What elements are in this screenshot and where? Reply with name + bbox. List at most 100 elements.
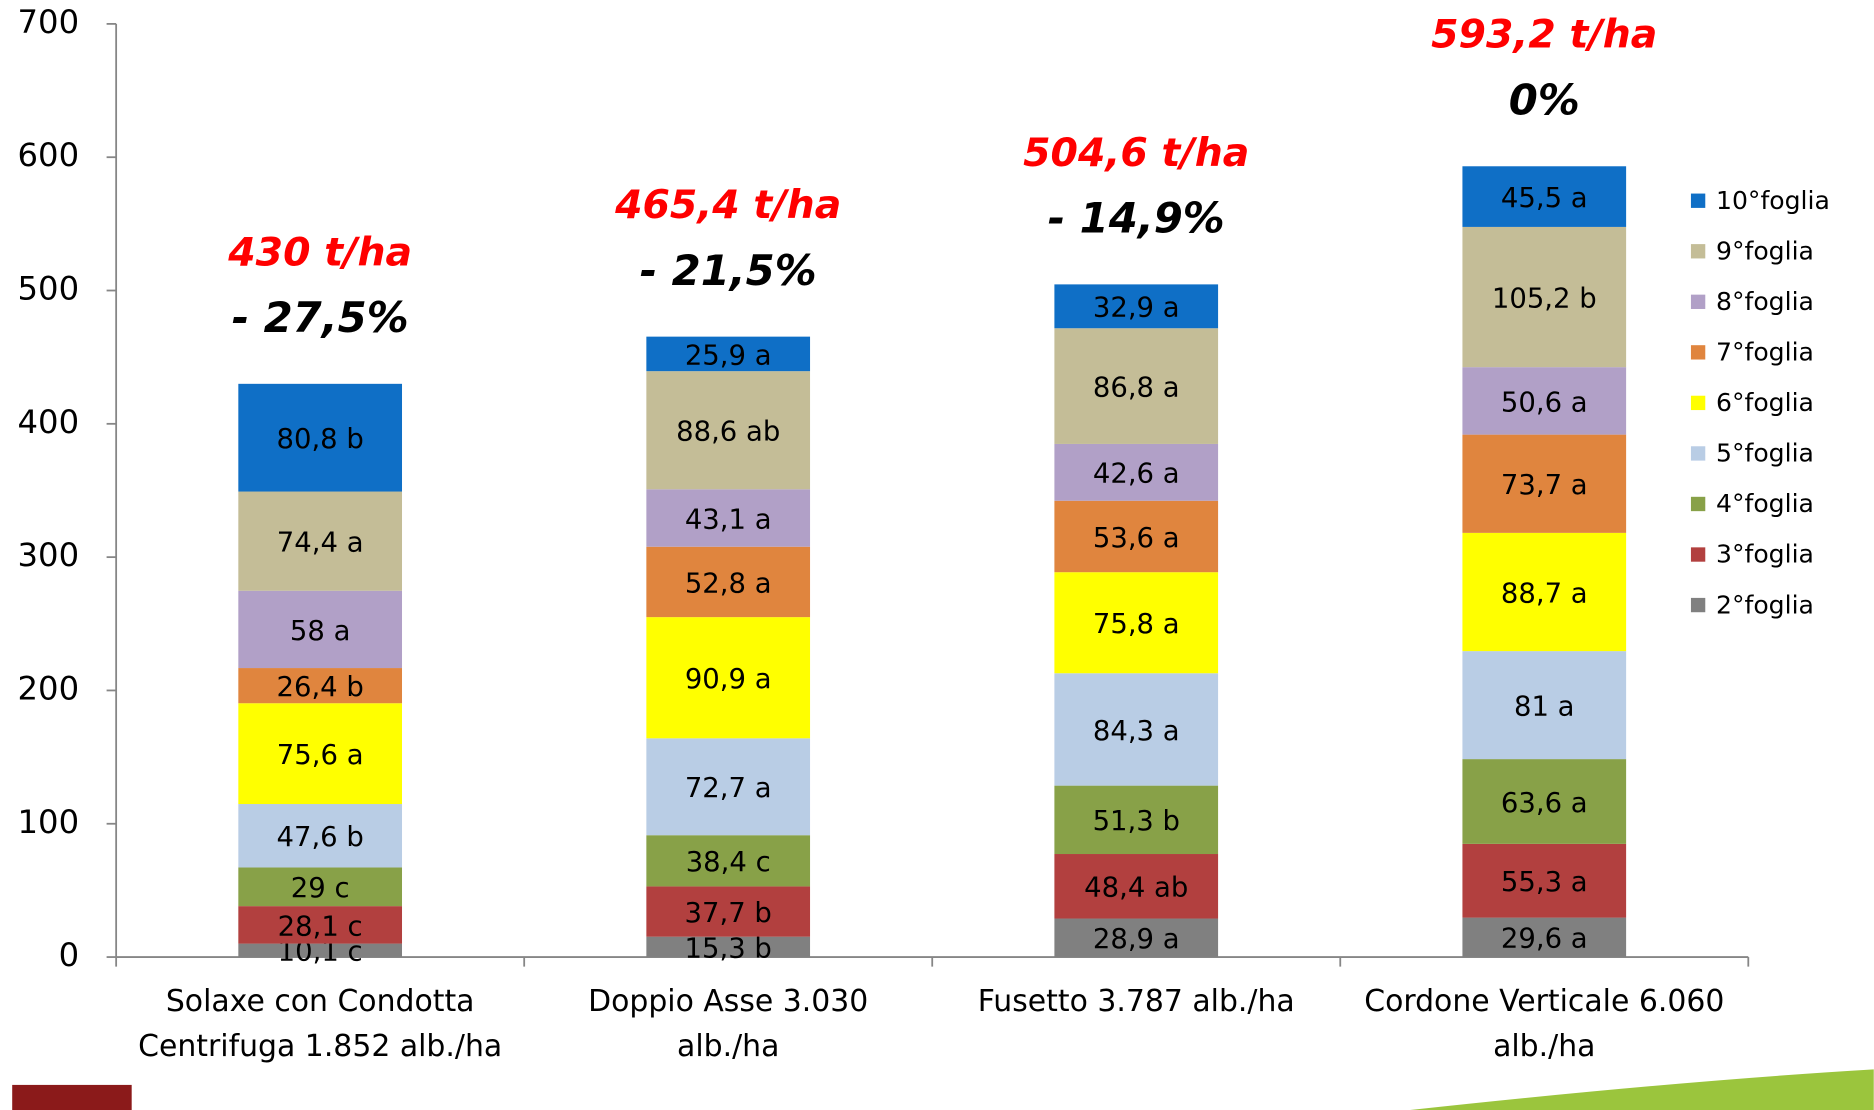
bar-segment: [646, 936, 811, 958]
data-label: 26,4 b: [276, 671, 363, 703]
bar-segment: [238, 590, 403, 669]
bar-segment: [1054, 328, 1219, 444]
bar-segment: [238, 491, 403, 591]
data-label: 25,9 a: [685, 339, 772, 371]
legend-label: 5°foglia: [1716, 439, 1814, 468]
data-label: 88,6 ab: [676, 416, 780, 448]
bar-segment: [238, 867, 403, 907]
data-label: 88,7 a: [1501, 577, 1588, 609]
bar-segment: [1054, 284, 1219, 329]
x-tick-label: Cordone Verticale 6.060 alb./ha: [1364, 983, 1725, 1064]
total-annotation: 504,6 t/ha: [1023, 130, 1249, 176]
data-label: 63,6 a: [1501, 787, 1588, 819]
bar-segment: [238, 703, 403, 805]
data-label: 72,7 a: [685, 772, 772, 804]
logo: [12, 1084, 132, 1110]
data-label: 32,9 a: [1093, 292, 1180, 324]
data-label: 29,6 a: [1501, 923, 1588, 955]
data-label: 51,3 b: [1093, 805, 1180, 837]
legend-swatch: [1690, 193, 1706, 208]
bar-segment: [1054, 673, 1219, 786]
decoration: [1410, 1069, 1874, 1110]
bar-segment: [1462, 843, 1627, 918]
bar-segment: [238, 943, 403, 958]
data-label: 74,4 a: [277, 527, 364, 559]
y-tick-label: 100: [18, 803, 80, 841]
bar-segment: [1462, 759, 1627, 844]
legend-swatch: [1690, 395, 1706, 411]
total-annotation: 593,2 t/ha: [1431, 12, 1657, 58]
y-tick-label: 0: [59, 936, 80, 974]
legend-label: 4°foglia: [1716, 489, 1814, 518]
data-label: 86,8 a: [1093, 371, 1180, 403]
change-annotation: - 14,9%: [1048, 194, 1225, 243]
bar-segment: [646, 489, 811, 547]
bar-segment: [646, 738, 811, 836]
data-label: 45,5 a: [1501, 182, 1588, 214]
x-tick-label-box: Fusetto 3.787 alb./ha: [977, 983, 1295, 1018]
legend-label: 7°foglia: [1716, 338, 1814, 367]
data-label: 55,3 a: [1501, 866, 1588, 898]
x-tick-label-box: Cordone Verticale 6.060 alb./ha: [1364, 983, 1725, 1064]
data-label: 38,4 c: [686, 846, 771, 878]
bar-segment: [646, 835, 811, 887]
y-tick-label: 200: [18, 669, 80, 707]
bar-segment: [646, 336, 811, 372]
legend-swatch: [1690, 597, 1706, 613]
x-tick-label-box: Doppio Asse 3.030 alb./ha: [588, 983, 868, 1063]
legend-label: 2°foglia: [1716, 590, 1814, 619]
data-label: 81 a: [1514, 690, 1575, 722]
y-tick-label: 400: [18, 403, 80, 441]
bar-segment: [1462, 532, 1627, 652]
legend-label: 9°foglia: [1716, 236, 1814, 265]
bar-segment: [646, 617, 811, 739]
y-tick-label: 500: [18, 270, 80, 308]
x-tick-label: Fusetto 3.787 alb./ha: [977, 983, 1295, 1018]
data-label: 73,7 a: [1501, 469, 1588, 501]
legend-swatch: [1690, 446, 1706, 461]
legend-label: 6°foglia: [1716, 388, 1814, 417]
data-label: 75,6 a: [277, 739, 364, 771]
bar-segment: [1462, 226, 1627, 368]
data-label: 90,9 a: [685, 663, 772, 695]
x-tick-label: Solaxe con Condotta Centrifuga 1.852 alb…: [138, 983, 503, 1064]
data-label: 28,9 a: [1093, 923, 1180, 955]
legend-label: 10°foglia: [1716, 186, 1830, 215]
bar-segment: [1462, 651, 1627, 760]
data-label: 84,3 a: [1093, 715, 1180, 747]
data-label: 52,8 a: [685, 567, 772, 599]
bar-segment: [646, 546, 811, 618]
bar-segment: [238, 804, 403, 868]
data-label: 37,7 b: [685, 897, 772, 929]
legend-swatch: [1690, 294, 1706, 309]
bar-segment: [1462, 367, 1627, 435]
legend-swatch: [1690, 496, 1706, 512]
change-annotation: - 21,5%: [640, 246, 817, 295]
data-label: 48,4 ab: [1084, 872, 1188, 904]
bar-segment: [238, 383, 403, 492]
bar-segment: [1054, 854, 1219, 919]
bar-segment: [1054, 918, 1219, 958]
legend-label: 8°foglia: [1716, 287, 1814, 316]
legend-swatch: [1690, 345, 1706, 360]
bar-segment: [1054, 443, 1219, 501]
bar-segment: [1462, 917, 1627, 958]
bar-segment: [1054, 500, 1219, 573]
total-annotation: 430 t/ha: [227, 229, 412, 275]
total-annotation: 465,4 t/ha: [614, 182, 841, 228]
bar-segment: [646, 371, 811, 490]
data-label: 50,6 a: [1501, 386, 1588, 418]
bar-segment: [1462, 434, 1627, 533]
y-tick-label: 600: [18, 136, 80, 174]
data-label: 58 a: [290, 615, 351, 647]
data-label: 47,6 b: [276, 821, 363, 853]
change-annotation: - 27,5%: [232, 293, 409, 342]
data-label: 43,1 a: [685, 503, 772, 535]
legend-label: 3°foglia: [1716, 540, 1814, 569]
y-tick-label: 300: [18, 536, 80, 574]
data-label: 80,8 b: [276, 423, 363, 455]
change-annotation: 0%: [1509, 75, 1580, 124]
bar-segment: [1462, 166, 1627, 227]
data-label: 42,6 a: [1093, 458, 1180, 490]
